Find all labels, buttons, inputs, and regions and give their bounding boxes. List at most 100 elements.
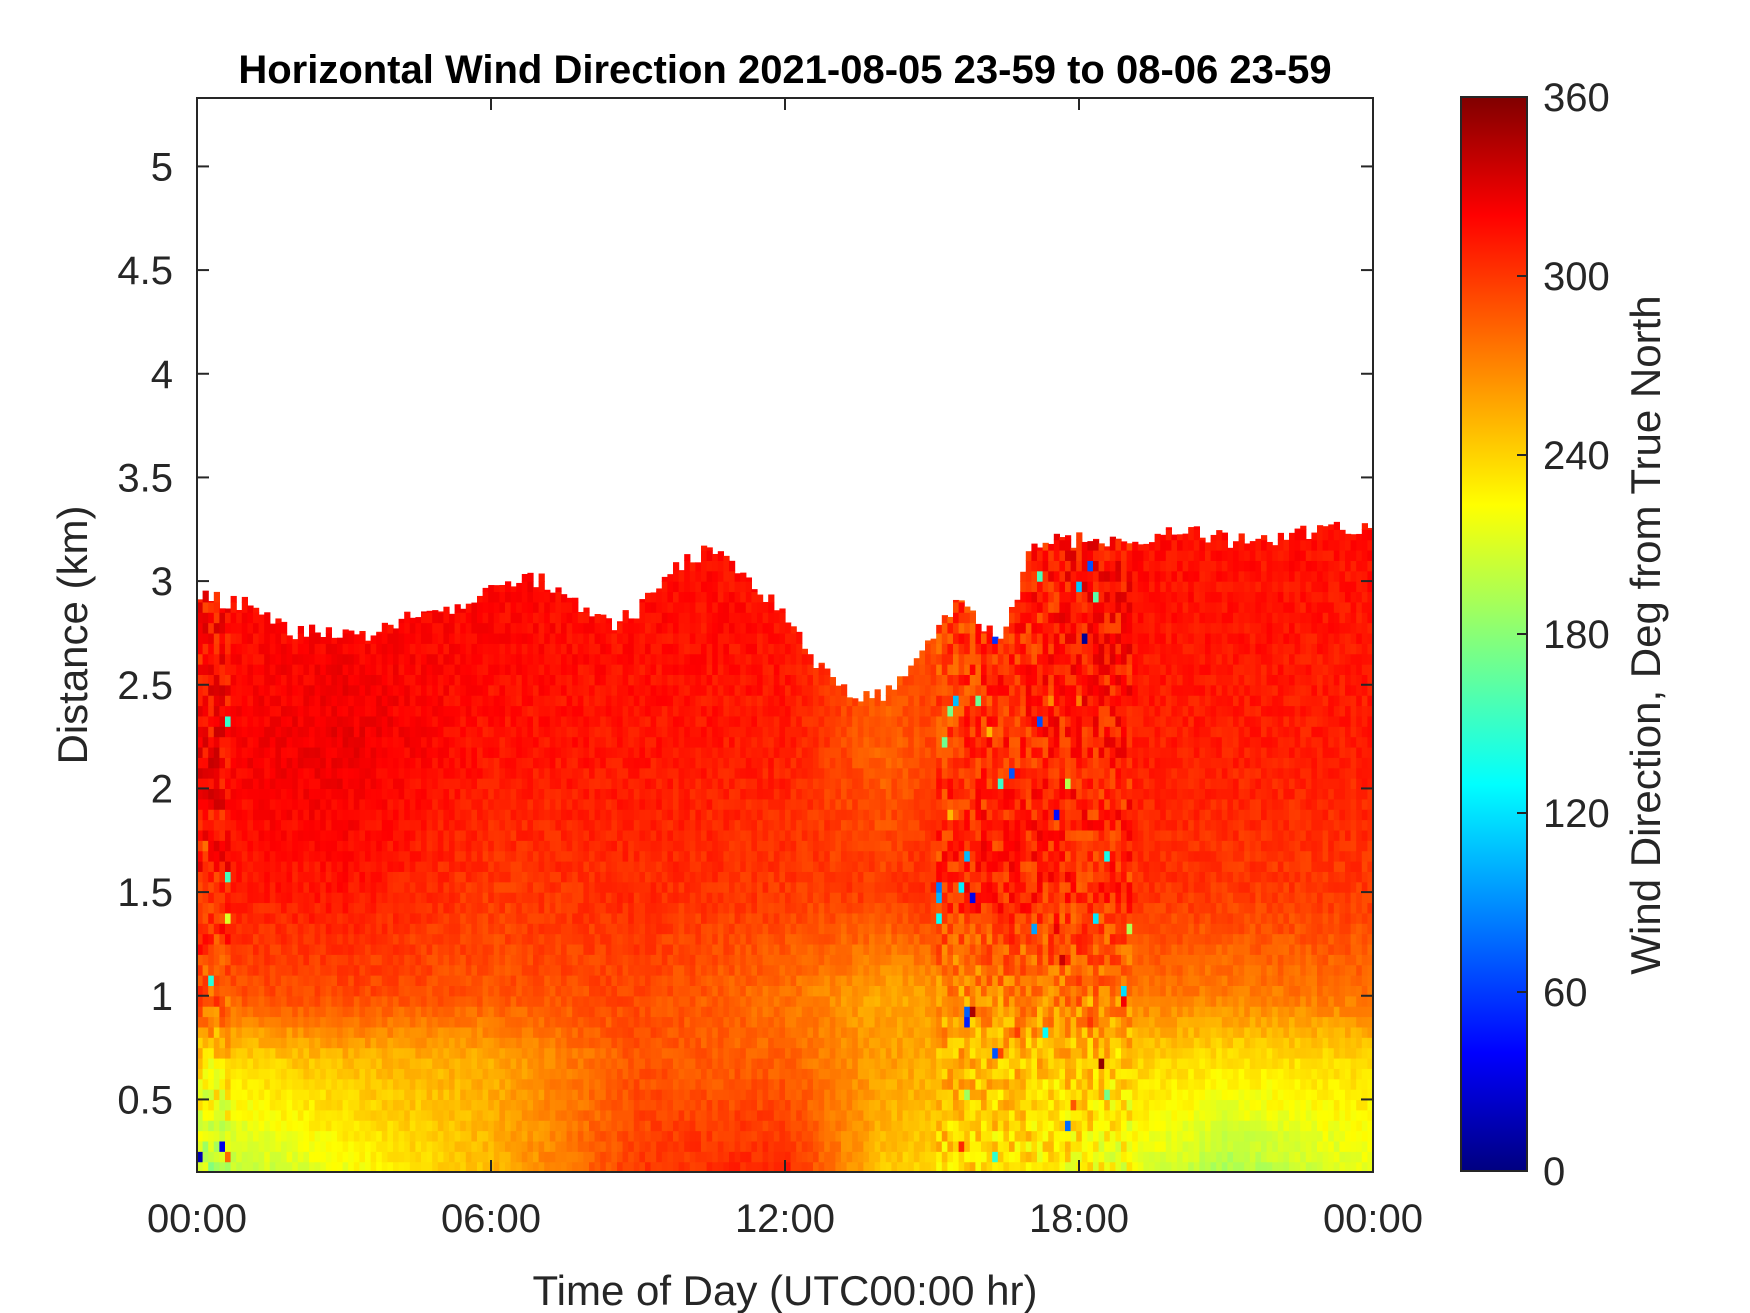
heatmap-cell	[572, 1047, 579, 1059]
heatmap-cell	[566, 912, 573, 924]
heatmap-cell	[505, 664, 512, 675]
heatmap-cell	[465, 1078, 472, 1090]
heatmap-cell	[656, 995, 663, 1007]
heatmap-cell	[381, 736, 388, 748]
heatmap-cell	[639, 819, 646, 831]
heatmap-cell	[213, 612, 220, 624]
heatmap-cell	[303, 975, 310, 986]
heatmap-cell	[370, 1130, 377, 1142]
heatmap-cell	[421, 1161, 428, 1172]
heatmap-cell	[309, 1130, 316, 1142]
heatmap-cell	[589, 632, 596, 644]
heatmap-cell	[544, 1057, 551, 1069]
heatmap-cell	[275, 861, 282, 872]
heatmap-cell	[409, 746, 416, 758]
heatmap-cell	[365, 736, 372, 748]
heatmap-cell	[421, 622, 428, 634]
heatmap-cell	[477, 1037, 484, 1049]
heatmap-cell	[376, 829, 383, 841]
heatmap-cell	[533, 964, 540, 976]
heatmap-cell	[286, 1151, 293, 1163]
heatmap-cell	[538, 573, 545, 582]
heatmap-cell	[449, 1099, 456, 1111]
heatmap-cell	[230, 1047, 237, 1059]
heatmap-cell	[314, 933, 321, 945]
heatmap-cell	[488, 705, 495, 717]
heatmap-cell	[443, 606, 450, 613]
heatmap-cell	[566, 829, 573, 841]
heatmap-cell	[258, 788, 265, 800]
heatmap-cell	[689, 715, 696, 727]
heatmap-cell	[219, 964, 226, 976]
heatmap-cell	[292, 985, 299, 997]
heatmap-cell	[225, 943, 232, 955]
heatmap-cell	[297, 1078, 304, 1090]
heatmap-cell	[566, 788, 573, 800]
heatmap-cell	[583, 788, 590, 800]
heatmap-cell	[544, 705, 551, 717]
heatmap-cell	[600, 912, 607, 924]
heatmap-cell	[213, 871, 220, 883]
heatmap-cell	[381, 1037, 388, 1049]
heatmap-cell	[309, 995, 316, 1007]
heatmap-cell	[577, 819, 584, 831]
heatmap-cell	[594, 1130, 601, 1142]
heatmap-cell	[505, 643, 512, 655]
heatmap-cell	[544, 1120, 551, 1132]
heatmap-cell	[678, 1026, 685, 1038]
heatmap-cell	[387, 715, 394, 727]
heatmap-cell	[505, 757, 512, 769]
heatmap-cell	[589, 1037, 596, 1049]
heatmap-cell	[477, 923, 484, 935]
heatmap-cell	[701, 809, 708, 821]
heatmap-cell	[253, 933, 260, 945]
heatmap-cell	[527, 933, 534, 945]
heatmap-cell	[488, 1120, 495, 1132]
heatmap-cell	[253, 1006, 260, 1018]
heatmap-cell	[583, 943, 590, 955]
heatmap-cell	[600, 995, 607, 1007]
heatmap-cell	[577, 1120, 584, 1132]
heatmap-cell	[617, 1109, 624, 1121]
heatmap-cell	[202, 1047, 209, 1059]
heatmap-cell	[527, 840, 534, 852]
heatmap-cell	[633, 726, 640, 738]
heatmap-cell	[337, 1068, 344, 1080]
heatmap-cell	[258, 622, 265, 634]
heatmap-cell	[572, 643, 579, 655]
heatmap-cell	[701, 985, 708, 997]
heatmap-cell	[331, 1037, 338, 1049]
heatmap-cell	[247, 995, 254, 1007]
heatmap-cell	[381, 985, 388, 997]
heatmap-cell	[577, 892, 584, 904]
heatmap-cell	[667, 850, 674, 862]
heatmap-cell	[667, 829, 674, 841]
heatmap-cell	[365, 1078, 372, 1090]
heatmap-cell	[577, 840, 584, 852]
heatmap-cell	[219, 1026, 226, 1038]
heatmap-cell	[460, 746, 467, 758]
heatmap-cell	[538, 788, 545, 800]
heatmap-cell	[611, 861, 618, 872]
heatmap-cell	[482, 587, 489, 593]
heatmap-cell	[555, 767, 562, 779]
heatmap-cell	[633, 923, 640, 935]
heatmap-cell	[527, 632, 534, 644]
heatmap-cell	[488, 809, 495, 821]
heatmap-cell	[342, 1120, 349, 1132]
heatmap-cell	[197, 664, 204, 675]
heatmap-cell	[689, 1140, 696, 1152]
heatmap-cell	[505, 684, 512, 696]
heatmap-cell	[387, 653, 394, 665]
heatmap-cell	[269, 840, 276, 852]
heatmap-cell	[488, 591, 495, 603]
heatmap-cell	[454, 850, 461, 862]
heatmap-cell	[348, 1161, 355, 1172]
heatmap-cell	[566, 632, 573, 644]
heatmap-cell	[253, 840, 260, 852]
heatmap-cell	[275, 778, 282, 790]
heatmap-cell	[538, 1057, 545, 1069]
heatmap-cell	[359, 923, 366, 935]
heatmap-cell	[605, 819, 612, 831]
heatmap-cell	[594, 995, 601, 1007]
